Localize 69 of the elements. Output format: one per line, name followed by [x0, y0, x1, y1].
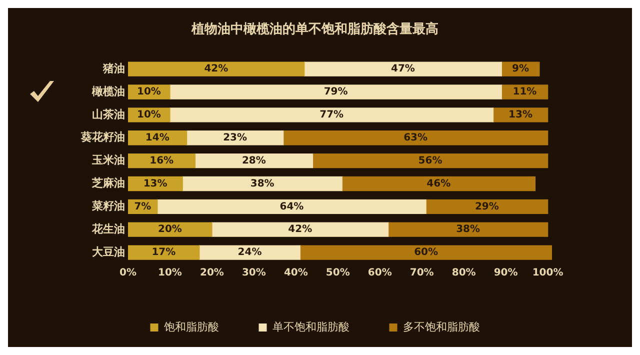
data-label: 7% — [134, 201, 152, 212]
x-tick-label: 30% — [242, 268, 266, 279]
bar — [157, 199, 426, 214]
data-label: 38% — [250, 178, 274, 190]
data-label: 79% — [324, 86, 348, 98]
data-label: 38% — [456, 224, 480, 236]
data-label: 60% — [414, 247, 438, 258]
chart-title: 植物油中橄榄油的单不饱和脂肪酸含量最高 — [190, 21, 438, 38]
bar — [194, 153, 314, 168]
bar — [186, 130, 284, 146]
data-label: 17% — [152, 247, 176, 258]
bar — [282, 130, 548, 146]
y-tick-label: 葵花籽油 — [80, 130, 125, 144]
data-label: 23% — [223, 132, 248, 144]
x-tick-label: 20% — [200, 268, 224, 279]
legend-label: 单不饱和脂肪酸 — [272, 320, 350, 334]
bar — [300, 245, 552, 260]
bar — [304, 62, 502, 76]
bar — [128, 62, 305, 76]
x-tick-label: 0% — [120, 268, 136, 279]
data-label: 14% — [145, 132, 170, 144]
y-tick-label: 猪油 — [102, 62, 125, 75]
data-label: 13% — [143, 178, 168, 190]
y-tick-label: 芝麻油 — [91, 176, 125, 190]
data-label: 20% — [158, 224, 182, 236]
data-label: 42% — [288, 224, 312, 236]
x-tick-label: 100% — [532, 268, 564, 279]
data-label: 10% — [137, 86, 161, 98]
data-label: 11% — [512, 86, 537, 98]
x-tick-label: 50% — [326, 268, 350, 279]
bar — [182, 176, 342, 192]
y-tick-label: 玉米油 — [91, 154, 125, 167]
y-tick-label: 花生油 — [91, 222, 125, 236]
data-label: 16% — [150, 155, 174, 166]
bar — [199, 245, 300, 260]
x-tick-label: 70% — [410, 268, 434, 279]
data-label: 47% — [391, 64, 415, 75]
legend-label: 饱和脂肪酸 — [162, 320, 219, 334]
bar — [426, 199, 548, 214]
data-label: 56% — [418, 155, 442, 166]
bar — [342, 176, 536, 192]
y-tick-label: 山茶油 — [92, 108, 125, 121]
x-tick-label: 10% — [158, 268, 182, 279]
data-label: 46% — [426, 178, 451, 190]
x-tick-label: 40% — [284, 268, 308, 279]
data-label: 9% — [512, 64, 530, 75]
bar — [170, 84, 502, 100]
bar — [312, 153, 548, 168]
data-label: 24% — [238, 247, 262, 258]
y-tick-label: 橄榄油 — [91, 84, 125, 98]
bar — [388, 222, 548, 237]
data-label: 42% — [204, 64, 228, 75]
x-tick-label: 90% — [494, 268, 518, 279]
bar — [128, 222, 212, 237]
data-label: 29% — [474, 201, 499, 212]
data-label: 13% — [508, 110, 532, 121]
y-tick-label: 菜籽油 — [91, 200, 125, 213]
y-tick-label: 大豆油 — [92, 245, 125, 258]
bar — [170, 108, 494, 122]
x-tick-label: 80% — [452, 268, 476, 279]
data-label: 77% — [320, 110, 344, 121]
bar — [212, 222, 389, 237]
data-label: 63% — [404, 132, 428, 144]
data-label: 10% — [137, 110, 161, 121]
legend-label: 多不饱和脂肪酸 — [402, 320, 480, 334]
data-label: 28% — [242, 155, 266, 166]
x-tick-label: 60% — [368, 268, 392, 279]
bar — [128, 245, 200, 260]
data-label: 64% — [280, 201, 304, 212]
